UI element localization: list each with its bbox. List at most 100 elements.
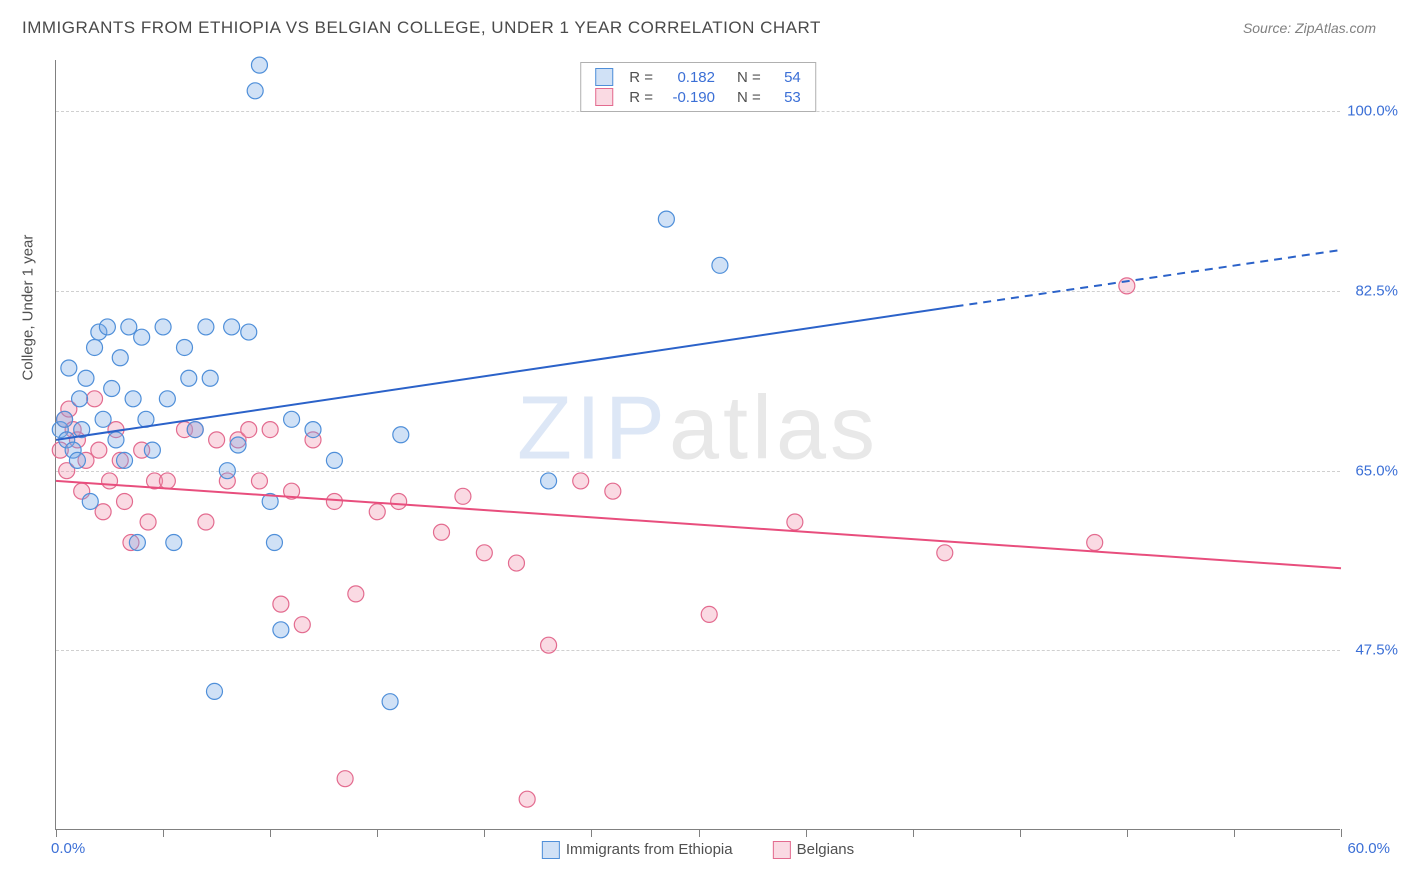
data-point <box>391 493 407 509</box>
data-point <box>937 545 953 561</box>
data-point <box>382 694 398 710</box>
plot-area: ZIPatlas 47.5%65.0%82.5%100.0% 0.0% 60.0… <box>55 60 1340 830</box>
data-point <box>251 57 267 73</box>
source-attribution: Source: ZipAtlas.com <box>1243 20 1376 36</box>
data-point <box>305 422 321 438</box>
data-point <box>284 411 300 427</box>
data-point <box>121 319 137 335</box>
data-point <box>434 524 450 540</box>
data-point <box>166 535 182 551</box>
y-axis-title: College, Under 1 year <box>20 235 37 381</box>
data-point <box>712 257 728 273</box>
data-point <box>658 211 674 227</box>
data-point <box>117 452 133 468</box>
data-point <box>326 452 342 468</box>
data-point <box>219 463 235 479</box>
data-point <box>72 391 88 407</box>
data-point <box>573 473 589 489</box>
data-point <box>159 473 175 489</box>
data-point <box>87 339 103 355</box>
data-point <box>95 411 111 427</box>
y-tick-label: 47.5% <box>1355 642 1398 659</box>
legend-label: Immigrants from Ethiopia <box>566 841 733 858</box>
data-point <box>144 442 160 458</box>
data-point <box>91 442 107 458</box>
scatter-svg <box>56 60 1340 829</box>
trend-line <box>56 481 1341 568</box>
data-point <box>326 493 342 509</box>
data-point <box>369 504 385 520</box>
x-tick <box>56 829 57 837</box>
x-axis-min-label: 0.0% <box>51 840 85 857</box>
data-point <box>177 339 193 355</box>
x-tick <box>806 829 807 837</box>
data-point <box>541 473 557 489</box>
data-point <box>78 370 94 386</box>
data-point <box>541 637 557 653</box>
data-point <box>87 391 103 407</box>
x-tick <box>913 829 914 837</box>
x-tick <box>163 829 164 837</box>
data-point <box>241 422 257 438</box>
y-tick-label: 65.0% <box>1355 462 1398 479</box>
data-point <box>605 483 621 499</box>
data-point <box>519 791 535 807</box>
x-tick <box>484 829 485 837</box>
data-point <box>155 319 171 335</box>
data-point <box>129 535 145 551</box>
data-point <box>187 422 203 438</box>
x-tick <box>270 829 271 837</box>
x-axis-max-label: 60.0% <box>1347 840 1390 857</box>
data-point <box>69 452 85 468</box>
x-tick <box>1127 829 1128 837</box>
data-point <box>273 596 289 612</box>
legend-item: Belgians <box>773 841 855 859</box>
data-point <box>247 83 263 99</box>
data-point <box>348 586 364 602</box>
chart-title: IMMIGRANTS FROM ETHIOPIA VS BELGIAN COLL… <box>22 18 821 38</box>
data-point <box>108 432 124 448</box>
trend-line-dashed <box>956 250 1342 306</box>
x-tick <box>699 829 700 837</box>
data-point <box>104 381 120 397</box>
data-point <box>117 493 133 509</box>
data-point <box>1119 278 1135 294</box>
data-point <box>273 622 289 638</box>
x-tick <box>1020 829 1021 837</box>
data-point <box>455 488 471 504</box>
legend-swatch <box>773 841 791 859</box>
data-point <box>701 606 717 622</box>
data-point <box>57 411 73 427</box>
data-point <box>787 514 803 530</box>
data-point <box>337 771 353 787</box>
data-point <box>198 319 214 335</box>
data-point <box>393 427 409 443</box>
data-point <box>224 319 240 335</box>
data-point <box>508 555 524 571</box>
data-point <box>266 535 282 551</box>
data-point <box>251 473 267 489</box>
data-point <box>112 350 128 366</box>
x-tick <box>1341 829 1342 837</box>
data-point <box>241 324 257 340</box>
legend-item: Immigrants from Ethiopia <box>542 841 733 859</box>
y-tick-label: 100.0% <box>1347 103 1398 120</box>
data-point <box>1087 535 1103 551</box>
x-tick <box>591 829 592 837</box>
data-point <box>134 329 150 345</box>
data-point <box>95 504 111 520</box>
data-point <box>294 617 310 633</box>
data-point <box>82 493 98 509</box>
data-point <box>230 437 246 453</box>
data-point <box>202 370 218 386</box>
data-point <box>159 391 175 407</box>
data-point <box>198 514 214 530</box>
data-point <box>99 319 115 335</box>
data-point <box>102 473 118 489</box>
data-point <box>209 432 225 448</box>
legend-label: Belgians <box>797 841 855 858</box>
data-point <box>262 422 278 438</box>
series-legend: Immigrants from Ethiopia Belgians <box>542 841 854 859</box>
y-tick-label: 82.5% <box>1355 283 1398 300</box>
data-point <box>125 391 141 407</box>
